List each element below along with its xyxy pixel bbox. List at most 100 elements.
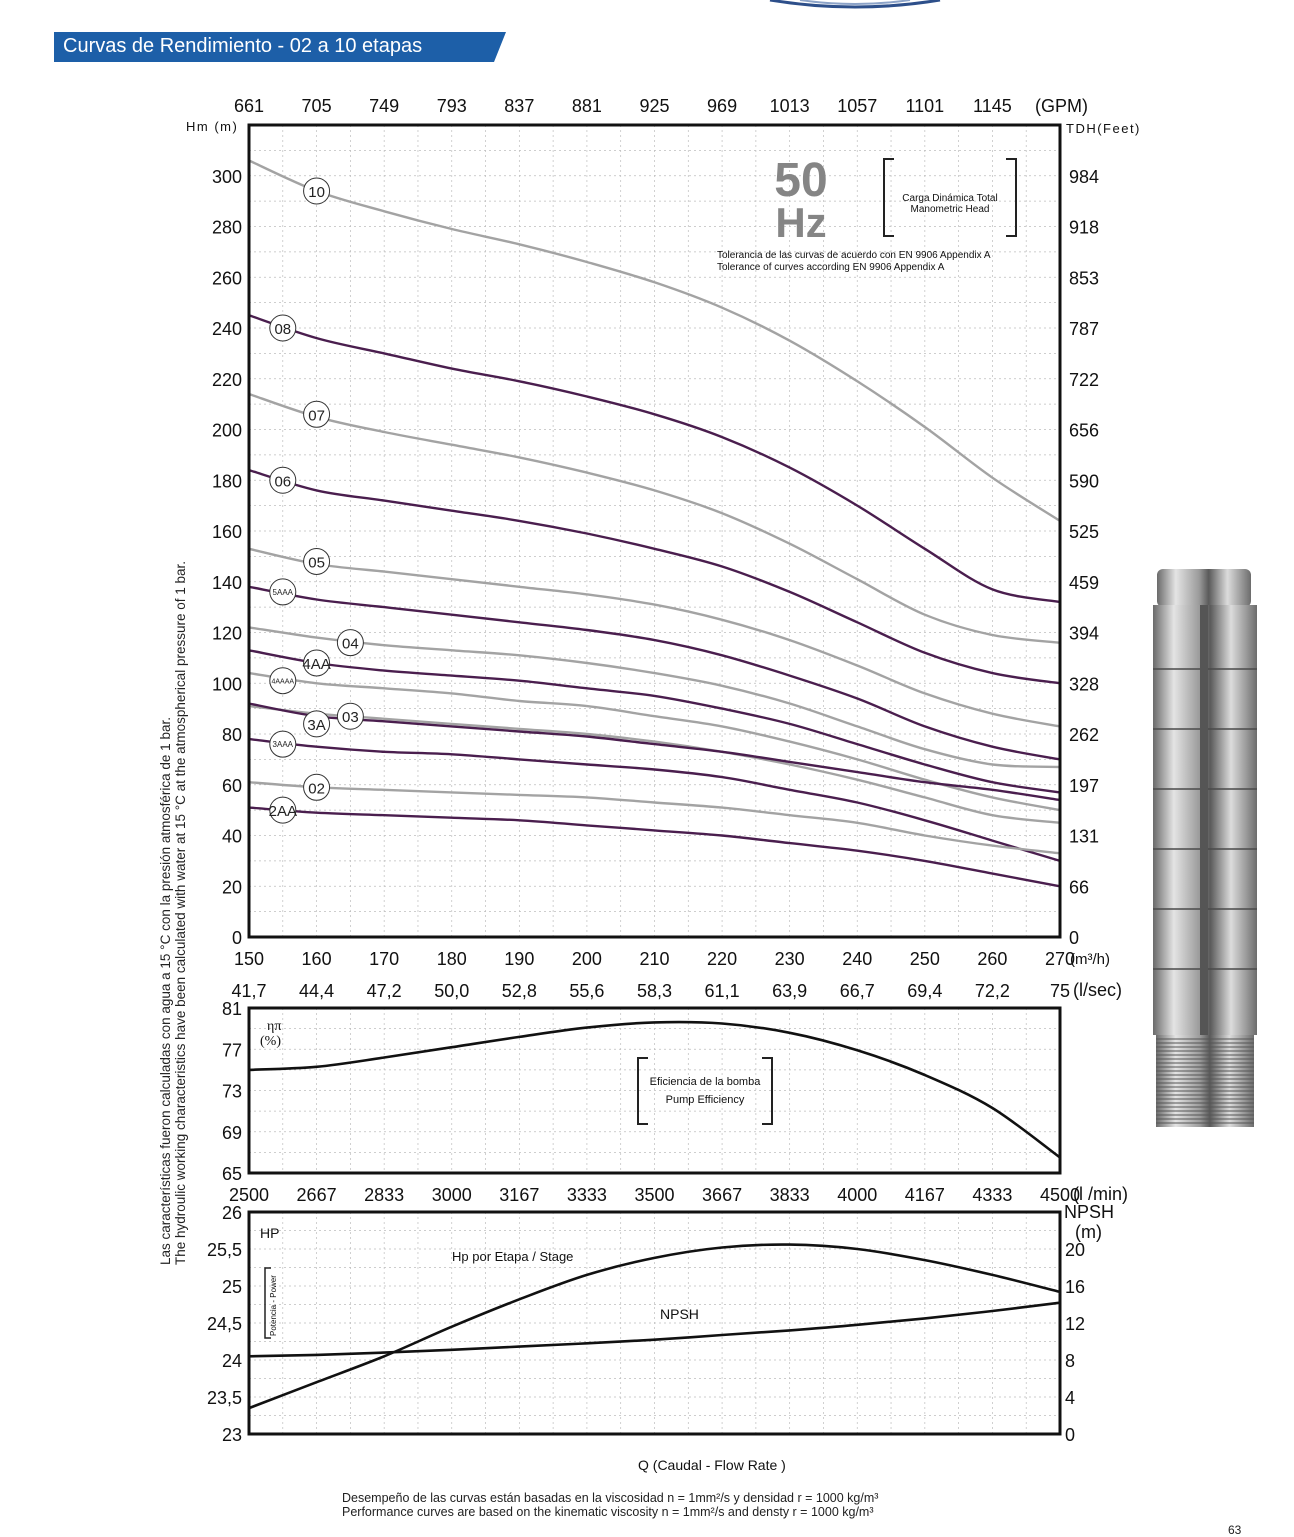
hp-curve — [248, 1243, 1061, 1410]
lps-tick-label: 61,1 — [705, 981, 740, 1001]
x-tick-label: 260 — [977, 949, 1007, 969]
head-curve-3a — [248, 702, 1061, 802]
head-curve-03 — [248, 704, 1061, 824]
lps-tick-label: 58,3 — [637, 981, 672, 1001]
curve-label-circle — [303, 710, 331, 738]
y-tick-label: 40 — [222, 827, 242, 847]
head-curve-05 — [248, 547, 1061, 728]
x-tick-label: 240 — [842, 949, 872, 969]
lmin-tick-label: 3000 — [432, 1185, 472, 1205]
curve-label-circle — [269, 796, 297, 824]
curve-label-05: 05 — [308, 554, 325, 571]
curve-label-10: 10 — [308, 184, 325, 201]
plot-frame-3 — [247, 1210, 1062, 1436]
eff-axis-unit: (%) — [260, 1034, 281, 1049]
eff-tick-label: 65 — [222, 1164, 242, 1184]
gpm-tick-label: 1101 — [905, 96, 944, 116]
y-tick-label: 20 — [222, 877, 242, 897]
npsh-tick-label: 8 — [1065, 1351, 1075, 1371]
eff-tick-label: 69 — [222, 1123, 242, 1143]
side-note: Las características fueron calculadas co… — [158, 561, 188, 1265]
y-tick-label: 120 — [212, 624, 242, 644]
x-tick-label: 150 — [234, 949, 264, 969]
curve-label-circle — [336, 629, 364, 657]
efficiency-curve — [248, 1020, 1061, 1159]
y2-tick-label: 722 — [1069, 370, 1099, 390]
lps-tick-label: 66,7 — [840, 981, 875, 1001]
plot-frame-2 — [247, 1006, 1062, 1175]
npsh-axis-title: NPSH — [1064, 1202, 1114, 1222]
flow-rate-label: Q (Caudal - Flow Rate ) — [638, 1457, 786, 1473]
curve-label-3aaa: 3AAA — [273, 740, 294, 749]
curve-label-circle — [269, 730, 297, 758]
lps-tick-label: 69,4 — [907, 981, 942, 1001]
hp-curve-label: Hp por Etapa / Stage — [452, 1249, 573, 1264]
lps-tick-label: 55,6 — [569, 981, 604, 1001]
lps-tick-label: 41,7 — [231, 981, 266, 1001]
y2-tick-label: 656 — [1069, 421, 1099, 441]
lps-tick-label: 72,2 — [975, 981, 1010, 1001]
head-curve-4aa — [248, 649, 1061, 794]
side-note-es: Las características fueron calculadas co… — [158, 717, 173, 1265]
y2-tick-label: 918 — [1069, 218, 1099, 238]
eff-bracket-left — [637, 1057, 648, 1125]
lmin-tick-label: 4167 — [905, 1185, 945, 1205]
power-bracket — [264, 1267, 271, 1339]
head-curve-02 — [248, 781, 1061, 855]
curve-label-03: 03 — [342, 709, 359, 726]
y-tick-label: 200 — [212, 421, 242, 441]
gpm-tick-label: 661 — [234, 96, 264, 116]
y2-tick-label: 66 — [1069, 877, 1089, 897]
head-bracket-right — [1006, 158, 1017, 237]
curve-label-circle — [303, 773, 331, 801]
y2-tick-label: 197 — [1069, 776, 1099, 796]
y2-axis-title: TDH(Feet) — [1066, 121, 1141, 136]
npsh-tick-label: 16 — [1065, 1277, 1085, 1297]
y-tick-label: 80 — [222, 725, 242, 745]
npsh-tick-label: 4 — [1065, 1388, 1075, 1408]
gpm-tick-label: 837 — [504, 96, 534, 116]
eff-axis-title: ηπ — [267, 1019, 281, 1034]
head-curve-5aaa — [248, 585, 1061, 761]
lmin-tick-label: 2833 — [364, 1185, 404, 1205]
page-number: 63 — [1228, 1523, 1242, 1537]
lps-tick-label: 50,0 — [434, 981, 469, 1001]
eff-tick-label: 77 — [222, 1040, 242, 1060]
curve-label-06: 06 — [274, 473, 291, 490]
curve-label-circle — [303, 547, 331, 575]
gpm-tick-label: 1057 — [837, 96, 877, 116]
y-tick-label: 260 — [212, 268, 242, 288]
hp-tick-label: 24 — [222, 1351, 242, 1371]
curve-label-circle — [269, 667, 297, 695]
lmin-tick-label: 3667 — [702, 1185, 742, 1205]
x-tick-label: 200 — [572, 949, 602, 969]
lmin-tick-label: 2500 — [229, 1185, 269, 1205]
curve-label-circle — [303, 400, 331, 428]
power-side-label: Potencia - Power — [269, 1275, 278, 1336]
curve-label-4aa: 4AA — [302, 656, 330, 673]
x-tick-label: 160 — [302, 949, 332, 969]
curve-label-02: 02 — [308, 780, 325, 797]
lmin-tick-label: 3500 — [634, 1185, 674, 1205]
x-tick-label: 230 — [775, 949, 805, 969]
eff-bracket-label-es: Eficiencia de la bomba — [650, 1076, 762, 1088]
x-tick-label: 220 — [707, 949, 737, 969]
y-tick-label: 280 — [212, 218, 242, 238]
x-tick-label: 190 — [504, 949, 534, 969]
eff-bracket-label-en: Pump Efficiency — [666, 1094, 745, 1106]
y-tick-label: 300 — [212, 167, 242, 187]
curve-label-circle — [269, 578, 297, 606]
eff-bracket-right — [762, 1057, 773, 1125]
tolerance-en: Tolerance of curves according EN 9906 Ap… — [717, 262, 945, 273]
footnote-en: Performance curves are based on the kine… — [342, 1505, 874, 1519]
y2-tick-label: 787 — [1069, 319, 1099, 339]
lps-tick-label: 63,9 — [772, 981, 807, 1001]
head-bracket-label-en: Manometric Head — [911, 204, 990, 215]
y-axis-title: Hm (m) — [186, 119, 238, 134]
lmin-tick-label: 3833 — [770, 1185, 810, 1205]
hp-tick-label: 25,5 — [207, 1240, 242, 1260]
hz-unit: Hz — [775, 199, 826, 246]
y2-tick-label: 328 — [1069, 674, 1099, 694]
y2-tick-label: 525 — [1069, 522, 1099, 542]
head-bracket-label-es: Carga Dinámica Total — [902, 193, 997, 204]
